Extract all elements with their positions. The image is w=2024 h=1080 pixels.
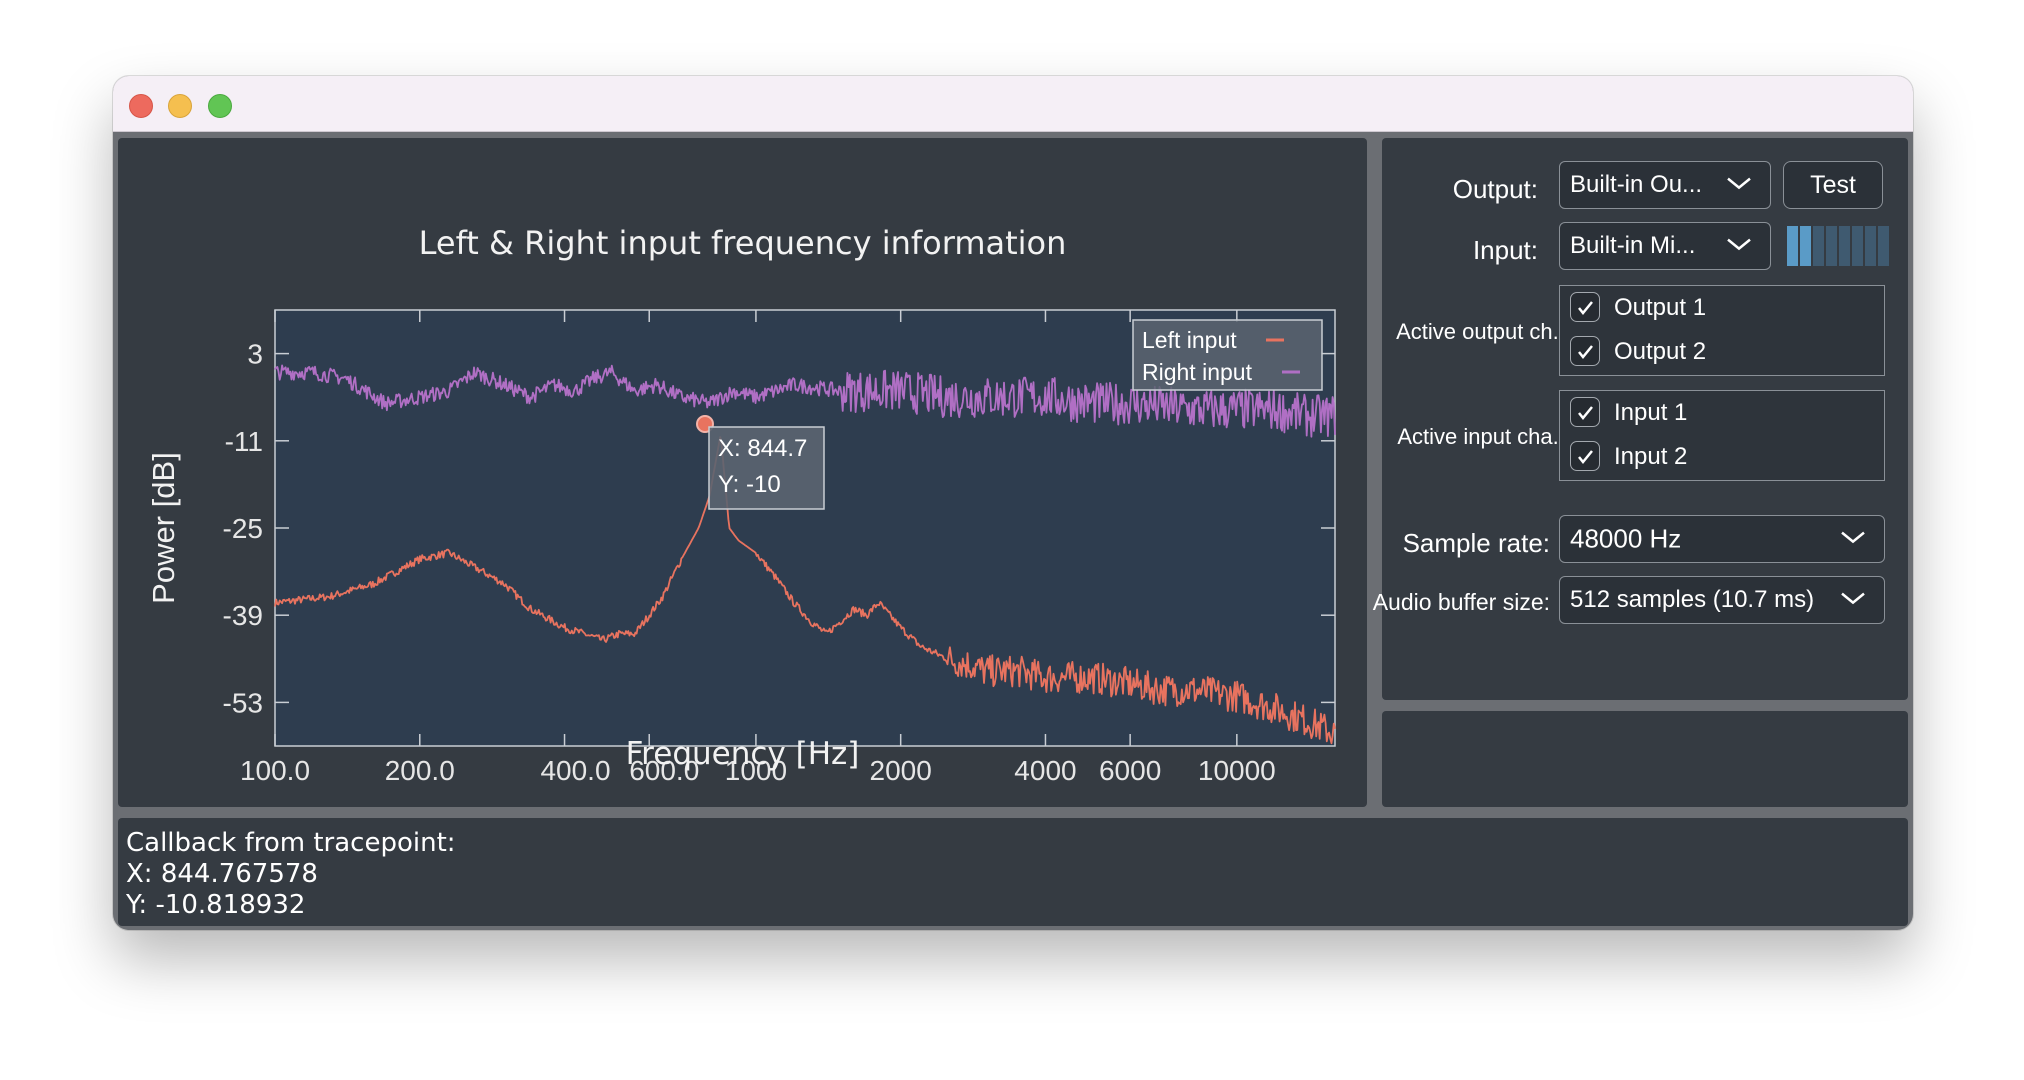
- output-label: Output:: [1452, 174, 1538, 204]
- checkmark-icon: [1578, 301, 1593, 315]
- chevron-down-icon: [1727, 177, 1751, 190]
- app-window: Left & Right input frequency information…: [113, 76, 1913, 930]
- y-tick-label-2: -25: [223, 513, 263, 544]
- input-device-select[interactable]: Built-in Mi...: [1559, 222, 1771, 270]
- output-channel-2-label: Output 2: [1614, 338, 1707, 365]
- x-tick-label-4: 1000: [725, 755, 787, 786]
- y-tick-label-0: 3: [247, 339, 263, 370]
- checkbox: [1570, 397, 1600, 427]
- level-meter-segment: [1813, 226, 1824, 266]
- input-channel-1-label: Input 1: [1614, 399, 1688, 426]
- checkmark-icon: [1578, 450, 1593, 464]
- tooltip-y-value: Y: -10: [718, 471, 781, 498]
- series-layer: [274, 364, 1336, 745]
- minimize-window-button[interactable]: [168, 94, 192, 118]
- audio-buffer-size-label: Audio buffer size:: [1372, 589, 1550, 615]
- active-output-channels-group: Output 1 Output 2: [1559, 285, 1885, 376]
- chevron-down-icon: [1841, 531, 1865, 544]
- spectrum-plot-panel: Left & Right input frequency information…: [118, 138, 1367, 807]
- legend-label-left-input: Left input: [1142, 327, 1237, 353]
- x-tick-label-5: 2000: [870, 755, 932, 786]
- sample-rate-label: Sample rate:: [1402, 528, 1550, 558]
- y-tick-label-1: -11: [225, 426, 263, 457]
- checkbox: [1570, 441, 1600, 471]
- x-tick-label-7: 6000: [1099, 755, 1161, 786]
- zoom-window-button[interactable]: [208, 94, 232, 118]
- level-meter-segment: [1826, 226, 1837, 266]
- y-tick-label-3: -39: [223, 600, 263, 631]
- active-input-channels-label: Active input cha...: [1397, 424, 1571, 449]
- audio-buffer-size-select[interactable]: 512 samples (10.7 ms): [1559, 576, 1885, 624]
- audio-settings-panel: Output: Built-in Ou... Test Input: Built…: [1373, 138, 1908, 700]
- tracepoint-console: Callback from tracepoint: X: 844.767578 …: [118, 818, 1908, 926]
- x-tick-label-1: 200.0: [385, 755, 455, 786]
- legend: Left input Right input: [1132, 319, 1323, 391]
- x-axis-label: Frequency [Hz]: [625, 736, 860, 772]
- y-tick-label-4: -53: [223, 687, 263, 718]
- sample-rate-select[interactable]: 48000 Hz: [1559, 515, 1885, 563]
- input-channel-2-label: Input 2: [1614, 443, 1688, 470]
- console-line-1: Callback from tracepoint:: [126, 828, 456, 858]
- chevron-down-icon: [1727, 238, 1751, 251]
- y-axis-label: Power [dB]: [146, 452, 181, 604]
- input-device-value: Built-in Mi...: [1570, 232, 1696, 259]
- audio-buffer-size-value: 512 samples (10.7 ms): [1570, 586, 1815, 613]
- x-tick-label-0: 100.0: [240, 755, 310, 786]
- x-tick-label-6: 4000: [1014, 755, 1076, 786]
- chevron-down-icon: [1841, 592, 1865, 605]
- x-tick-label-2: 400.0: [540, 755, 610, 786]
- tracepoint-tooltip: X: 844.7 Y: -10: [696, 415, 825, 510]
- series-line-right-input: [274, 364, 1336, 438]
- level-meter-segment: [1800, 226, 1811, 266]
- input-label: Input:: [1472, 235, 1538, 265]
- empty-panel: [1382, 711, 1908, 807]
- x-tick-label-3: 600.0: [629, 755, 699, 786]
- checkmark-icon: [1578, 345, 1593, 359]
- level-meter-segment: [1787, 226, 1798, 266]
- active-output-channels-label: Active output ch...: [1396, 319, 1571, 344]
- series-line-left-input: [274, 436, 1336, 745]
- checkbox: [1570, 292, 1600, 322]
- legend-label-right-input: Right input: [1142, 359, 1253, 385]
- title-bar: [113, 76, 1913, 132]
- active-input-channels-group: Input 1 Input 2: [1559, 390, 1885, 481]
- checkbox: [1570, 336, 1600, 366]
- output-device-select[interactable]: Built-in Ou...: [1559, 161, 1771, 209]
- tooltip-x-value: X: 844.7: [718, 435, 807, 462]
- console-line-2: X: 844.767578: [126, 859, 318, 889]
- plot-title: Left & Right input frequency information: [418, 224, 1067, 262]
- level-meter-segment: [1839, 226, 1850, 266]
- close-window-button[interactable]: [129, 94, 153, 118]
- test-button[interactable]: Test: [1783, 161, 1883, 209]
- checkmark-icon: [1578, 406, 1593, 420]
- level-meter-segment: [1852, 226, 1863, 266]
- level-meter-segment: [1878, 226, 1889, 266]
- sample-rate-value: 48000 Hz: [1570, 523, 1682, 554]
- spectrum-chart[interactable]: 100.0 200.0 400.0 600.0 1000 2000 4000 6000 1000…: [118, 138, 1367, 807]
- output-device-value: Built-in Ou...: [1570, 171, 1703, 198]
- output-channel-1-label: Output 1: [1614, 294, 1707, 321]
- console-line-3: Y: -10.818932: [126, 890, 306, 920]
- input-level-meter: [1787, 226, 1889, 266]
- x-axis: 100.0 200.0 400.0 600.0 1000 2000 4000 6000 1000…: [240, 310, 1276, 786]
- x-tick-label-8: 10000: [1198, 755, 1276, 786]
- y-axis: 3 -11 -25 -39 -53: [223, 339, 1335, 718]
- level-meter-segment: [1865, 226, 1876, 266]
